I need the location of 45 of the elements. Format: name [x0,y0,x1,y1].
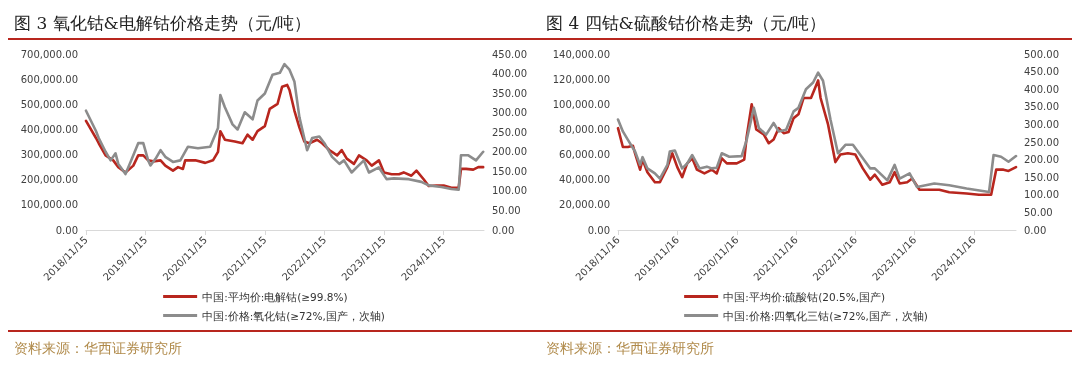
legend-label: 中国:平均价:电解钴(≥99.8%) [202,290,348,303]
y2-tick-label: 100.00 [492,185,527,197]
y2-tick-label: 300.00 [492,107,527,119]
y-tick-label: 100,000.00 [20,199,78,211]
y2-tick-label: 350.00 [1024,101,1059,113]
y2-tick-label: 0.00 [1024,224,1047,236]
y-tick-label: 400,000.00 [20,123,78,135]
y-tick-label: 100,000.00 [552,98,610,110]
y2-tick-label: 300.00 [1024,118,1059,130]
y-tick-label: 60,000.00 [559,149,610,161]
y-tick-label: 500,000.00 [20,98,78,110]
y2-tick-label: 350.00 [492,87,527,99]
y2-tick-label: 50.00 [492,204,521,216]
legend-label: 中国:价格:氧化钴(≥72%,国产，次轴) [202,309,385,322]
text: 资料来源：华西证券研究所 [546,340,715,358]
y2-tick-label: 200.00 [492,146,527,158]
y2-tick-label: 0.00 [492,224,515,236]
legend-label: 中国:价格:四氧化三钴(≥72%,国产，次轴) [723,309,928,322]
y2-tick-label: 250.00 [492,126,527,138]
y2-tick-label: 450.00 [1024,66,1059,78]
y2-tick-label: 150.00 [492,165,527,177]
chart-title: 图 4 四钴&硫酸钴价格走势（元/吨） [540,8,1072,40]
y2-tick-label: 400.00 [492,68,527,80]
y-tick-label: 140,000.00 [552,48,610,60]
chart-title: 图 3 氧化钴&电解钴价格走势（元/吨） [8,8,540,40]
y2-tick-label: 50.00 [1024,206,1053,218]
y-tick-label: 20,000.00 [559,199,610,211]
y-tick-label: 40,000.00 [559,174,610,186]
text: 资料来源：华西证券研究所 [14,340,183,358]
y2-tick-label: 250.00 [1024,136,1059,148]
y2-tick-label: 150.00 [1024,171,1059,183]
y-tick-label: 200,000.00 [20,174,78,186]
y2-tick-label: 200.00 [1024,154,1059,166]
y-tick-label: 700,000.00 [20,48,78,60]
legend-label: 中国:平均价:硫酸钴(20.5%,国产) [723,290,886,303]
y2-tick-label: 450.00 [492,48,527,60]
y-tick-label: 120,000.00 [552,73,610,85]
y-tick-label: 300,000.00 [20,149,78,161]
y-tick-label: 600,000.00 [20,73,78,85]
y2-tick-label: 400.00 [1024,83,1059,95]
y-tick-label: 0.00 [587,224,610,236]
y2-tick-label: 500.00 [1024,48,1059,60]
y-tick-label: 0.00 [55,224,78,236]
y-tick-label: 80,000.00 [559,123,610,135]
y2-tick-label: 100.00 [1024,189,1059,201]
